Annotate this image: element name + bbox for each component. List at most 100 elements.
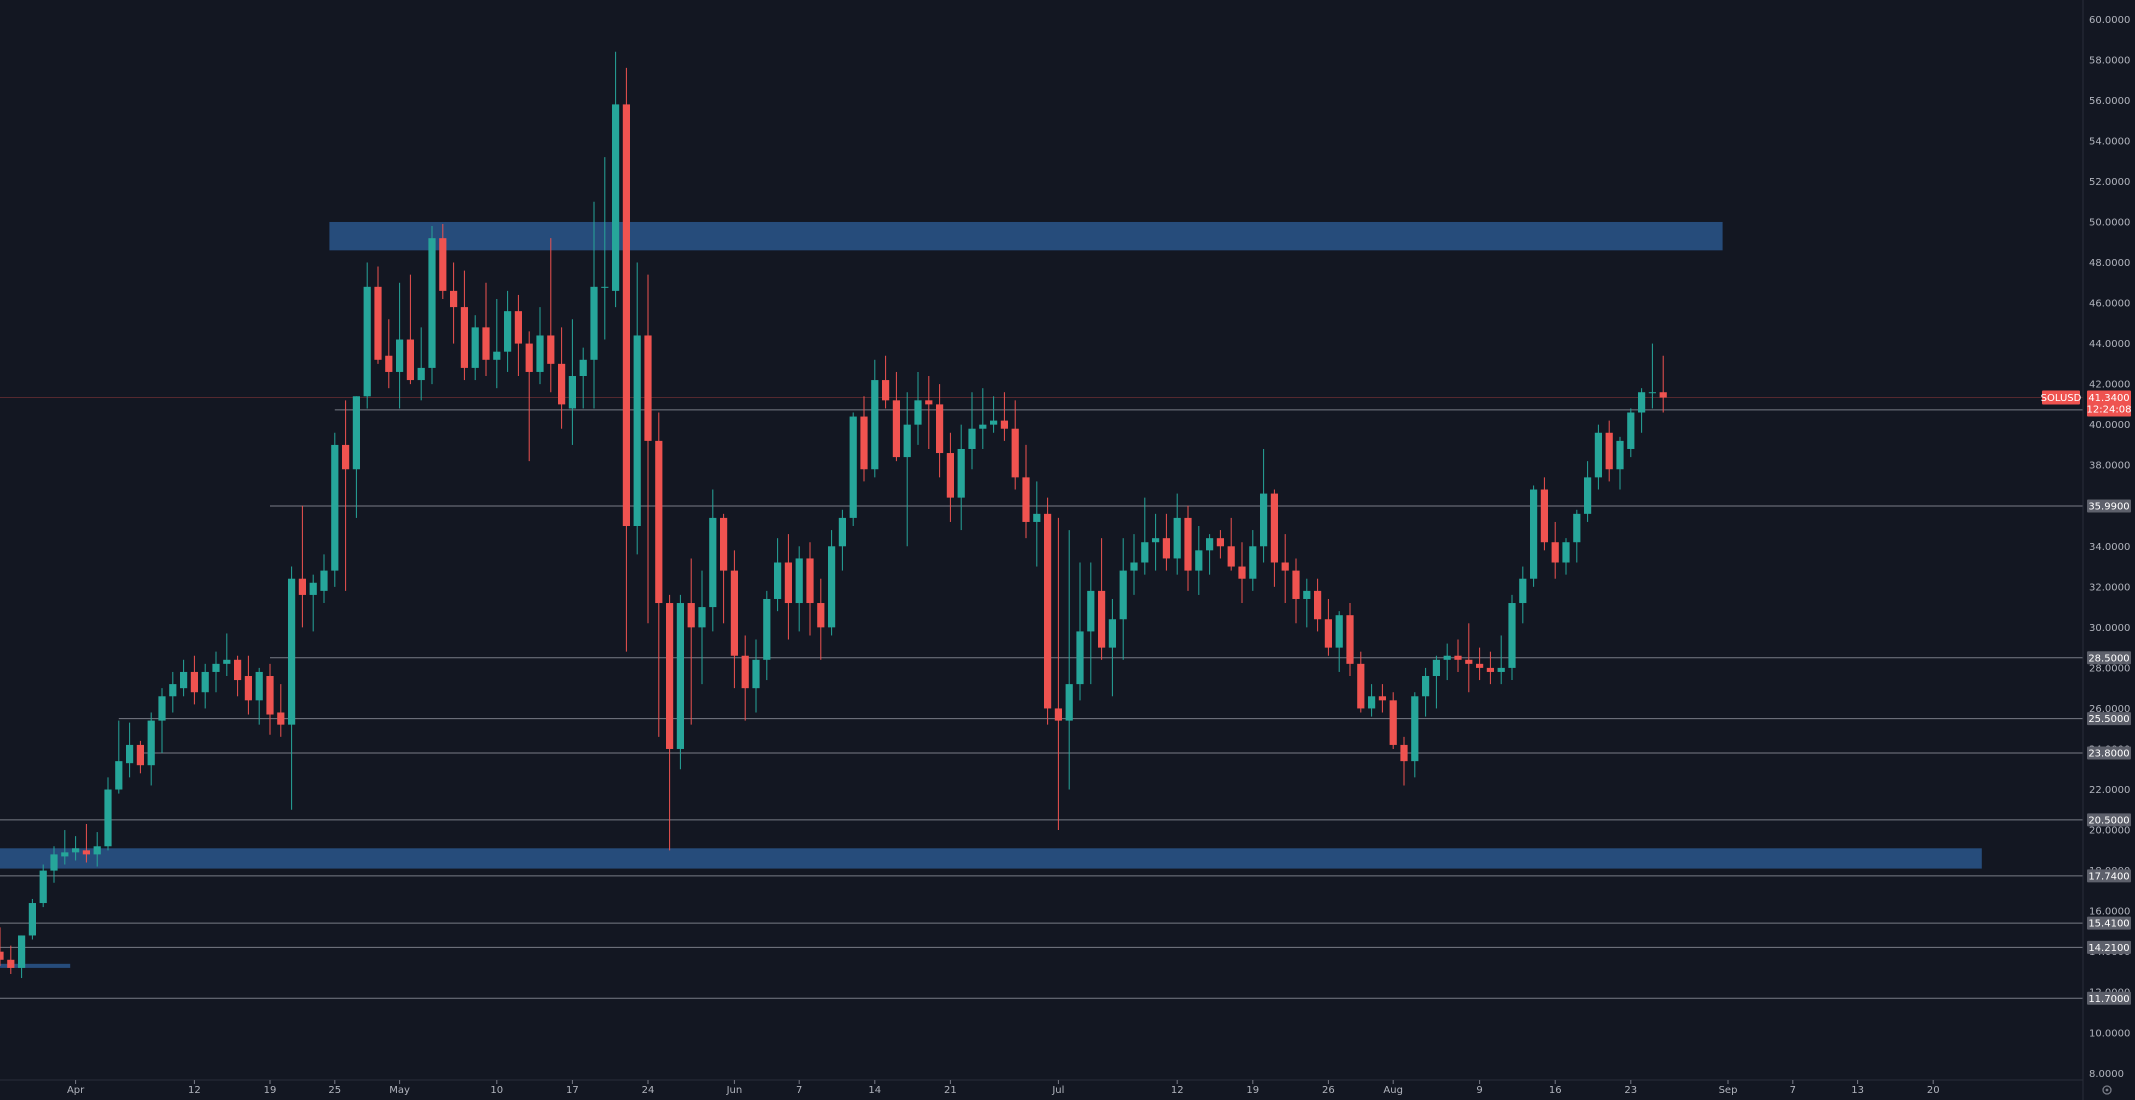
candle-2021-08-07 (1454, 639, 1462, 672)
price-tick-label: 48.0000 (2089, 258, 2130, 269)
candle-body (244, 676, 252, 701)
time-tick-label: Apr (67, 1085, 85, 1096)
candle-2021-06-10 (828, 530, 836, 636)
candle-2021-06-24 (979, 388, 987, 449)
candle-body (374, 286, 382, 360)
candle-body (698, 607, 706, 628)
candle-body (579, 359, 587, 377)
candle-2021-04-05 (115, 720, 123, 794)
candle-2021-04-17 (244, 655, 252, 715)
settings-gear-icon[interactable] (2102, 1085, 2112, 1095)
symbol-tag-bg (2042, 390, 2080, 405)
candle-2021-06-28 (1022, 444, 1030, 539)
candle-body (352, 396, 360, 470)
candle-body (288, 578, 296, 725)
candle-2021-04-11 (180, 659, 188, 697)
candle-body (1627, 412, 1635, 449)
candle-2021-06-11 (838, 509, 846, 571)
candle-2021-04-08 (147, 712, 155, 786)
candle-body (396, 339, 404, 372)
candle-body (547, 335, 555, 364)
candle-body (1065, 684, 1073, 721)
candle-2021-08-13 (1519, 566, 1527, 624)
candle-body (882, 380, 890, 401)
candle-body (838, 517, 846, 547)
candle-body (136, 744, 144, 766)
candle-2021-07-08 (1130, 534, 1138, 595)
candle-2021-08-22 (1616, 436, 1624, 490)
candle-body (504, 311, 512, 352)
candle-body (0, 951, 4, 960)
time-tick-label: 23 (1624, 1085, 1637, 1096)
candle-body (320, 570, 328, 591)
time-tick-label: 7 (1790, 1085, 1796, 1096)
candle-body (1400, 744, 1408, 762)
candle-2021-06-29 (1033, 481, 1041, 567)
candle-2021-08-14 (1530, 485, 1538, 587)
candle-body (439, 238, 447, 291)
candle-body (1292, 570, 1300, 599)
candle-body (158, 696, 166, 721)
candle-2021-07-31 (1378, 684, 1386, 713)
candle-body (1303, 590, 1311, 599)
candle-body (763, 598, 771, 660)
candle-body (460, 307, 468, 368)
candle-2021-07-23 (1292, 558, 1300, 624)
level-label-2: 28.5000 (2087, 651, 2131, 665)
candle-2021-07-19 (1249, 530, 1257, 591)
candle-2021-05-28 (687, 558, 695, 725)
candle-body (687, 603, 695, 628)
candle-2021-03-26 (7, 945, 15, 974)
candle-2021-06-25 (990, 396, 998, 433)
price-tick-label: 30.0000 (2089, 623, 2130, 634)
candle-body (255, 671, 263, 701)
level-label-bg (2087, 499, 2131, 513)
candle-body (676, 603, 684, 749)
candle-body (979, 424, 987, 429)
candle-2021-08-08 (1465, 623, 1473, 693)
candle-body (752, 659, 760, 689)
candle-body (1130, 562, 1138, 571)
candle-body (1519, 578, 1527, 604)
candle-body (363, 286, 371, 397)
candle-2021-07-24 (1303, 578, 1311, 628)
candle-body (1497, 667, 1505, 672)
candle-2021-06-18 (914, 371, 922, 445)
candle-2021-07-04 (1087, 562, 1095, 685)
price-tick-label: 54.0000 (2089, 136, 2130, 147)
candle-2021-04-25 (331, 432, 339, 587)
candle-body (223, 659, 231, 664)
candle-body (1044, 513, 1052, 709)
candle-body (1033, 513, 1041, 522)
candle-2021-05-18 (579, 347, 587, 409)
time-tick-label: Jun (726, 1085, 743, 1096)
level-label-text: 15.4100 (2088, 919, 2129, 930)
time-tick-label: 24 (642, 1085, 655, 1096)
symbol-tag: SOLUSD (2041, 390, 2082, 405)
candle-2021-04-10 (169, 671, 177, 713)
candle-2021-07-20 (1260, 448, 1268, 563)
level-label-text: 11.7000 (2088, 994, 2129, 1005)
time-axis[interactable]: Apr 12 19 25 May 10 17 24 Jun 7 14 21 Jul 12 19 26 Aug 9 1… (67, 1080, 1940, 1096)
candle-2021-06-05 (774, 538, 782, 612)
level-label-text: 17.7400 (2088, 871, 2129, 882)
candle-body (601, 286, 609, 288)
price-tick-label: 42.0000 (2089, 380, 2130, 391)
candle-body (28, 903, 36, 936)
last-price-text: 41.3400 (2088, 393, 2129, 404)
candle-2021-07-22 (1281, 534, 1289, 604)
level-label-8: 14.2100 (2087, 940, 2131, 954)
candle-2021-05-19 (590, 201, 598, 409)
candle-body (493, 351, 501, 360)
candle-body (1486, 667, 1494, 672)
candle-2021-04-19 (266, 663, 274, 735)
price-tick-label: 60.0000 (2089, 15, 2130, 26)
candle-2021-05-15 (547, 238, 555, 393)
candle-2021-07-25 (1314, 578, 1322, 632)
candle-2021-04-03 (93, 832, 101, 867)
candle-2021-08-04 (1422, 667, 1430, 717)
candle-2021-06-27 (1011, 400, 1019, 490)
candle-2021-05-24 (644, 274, 652, 624)
